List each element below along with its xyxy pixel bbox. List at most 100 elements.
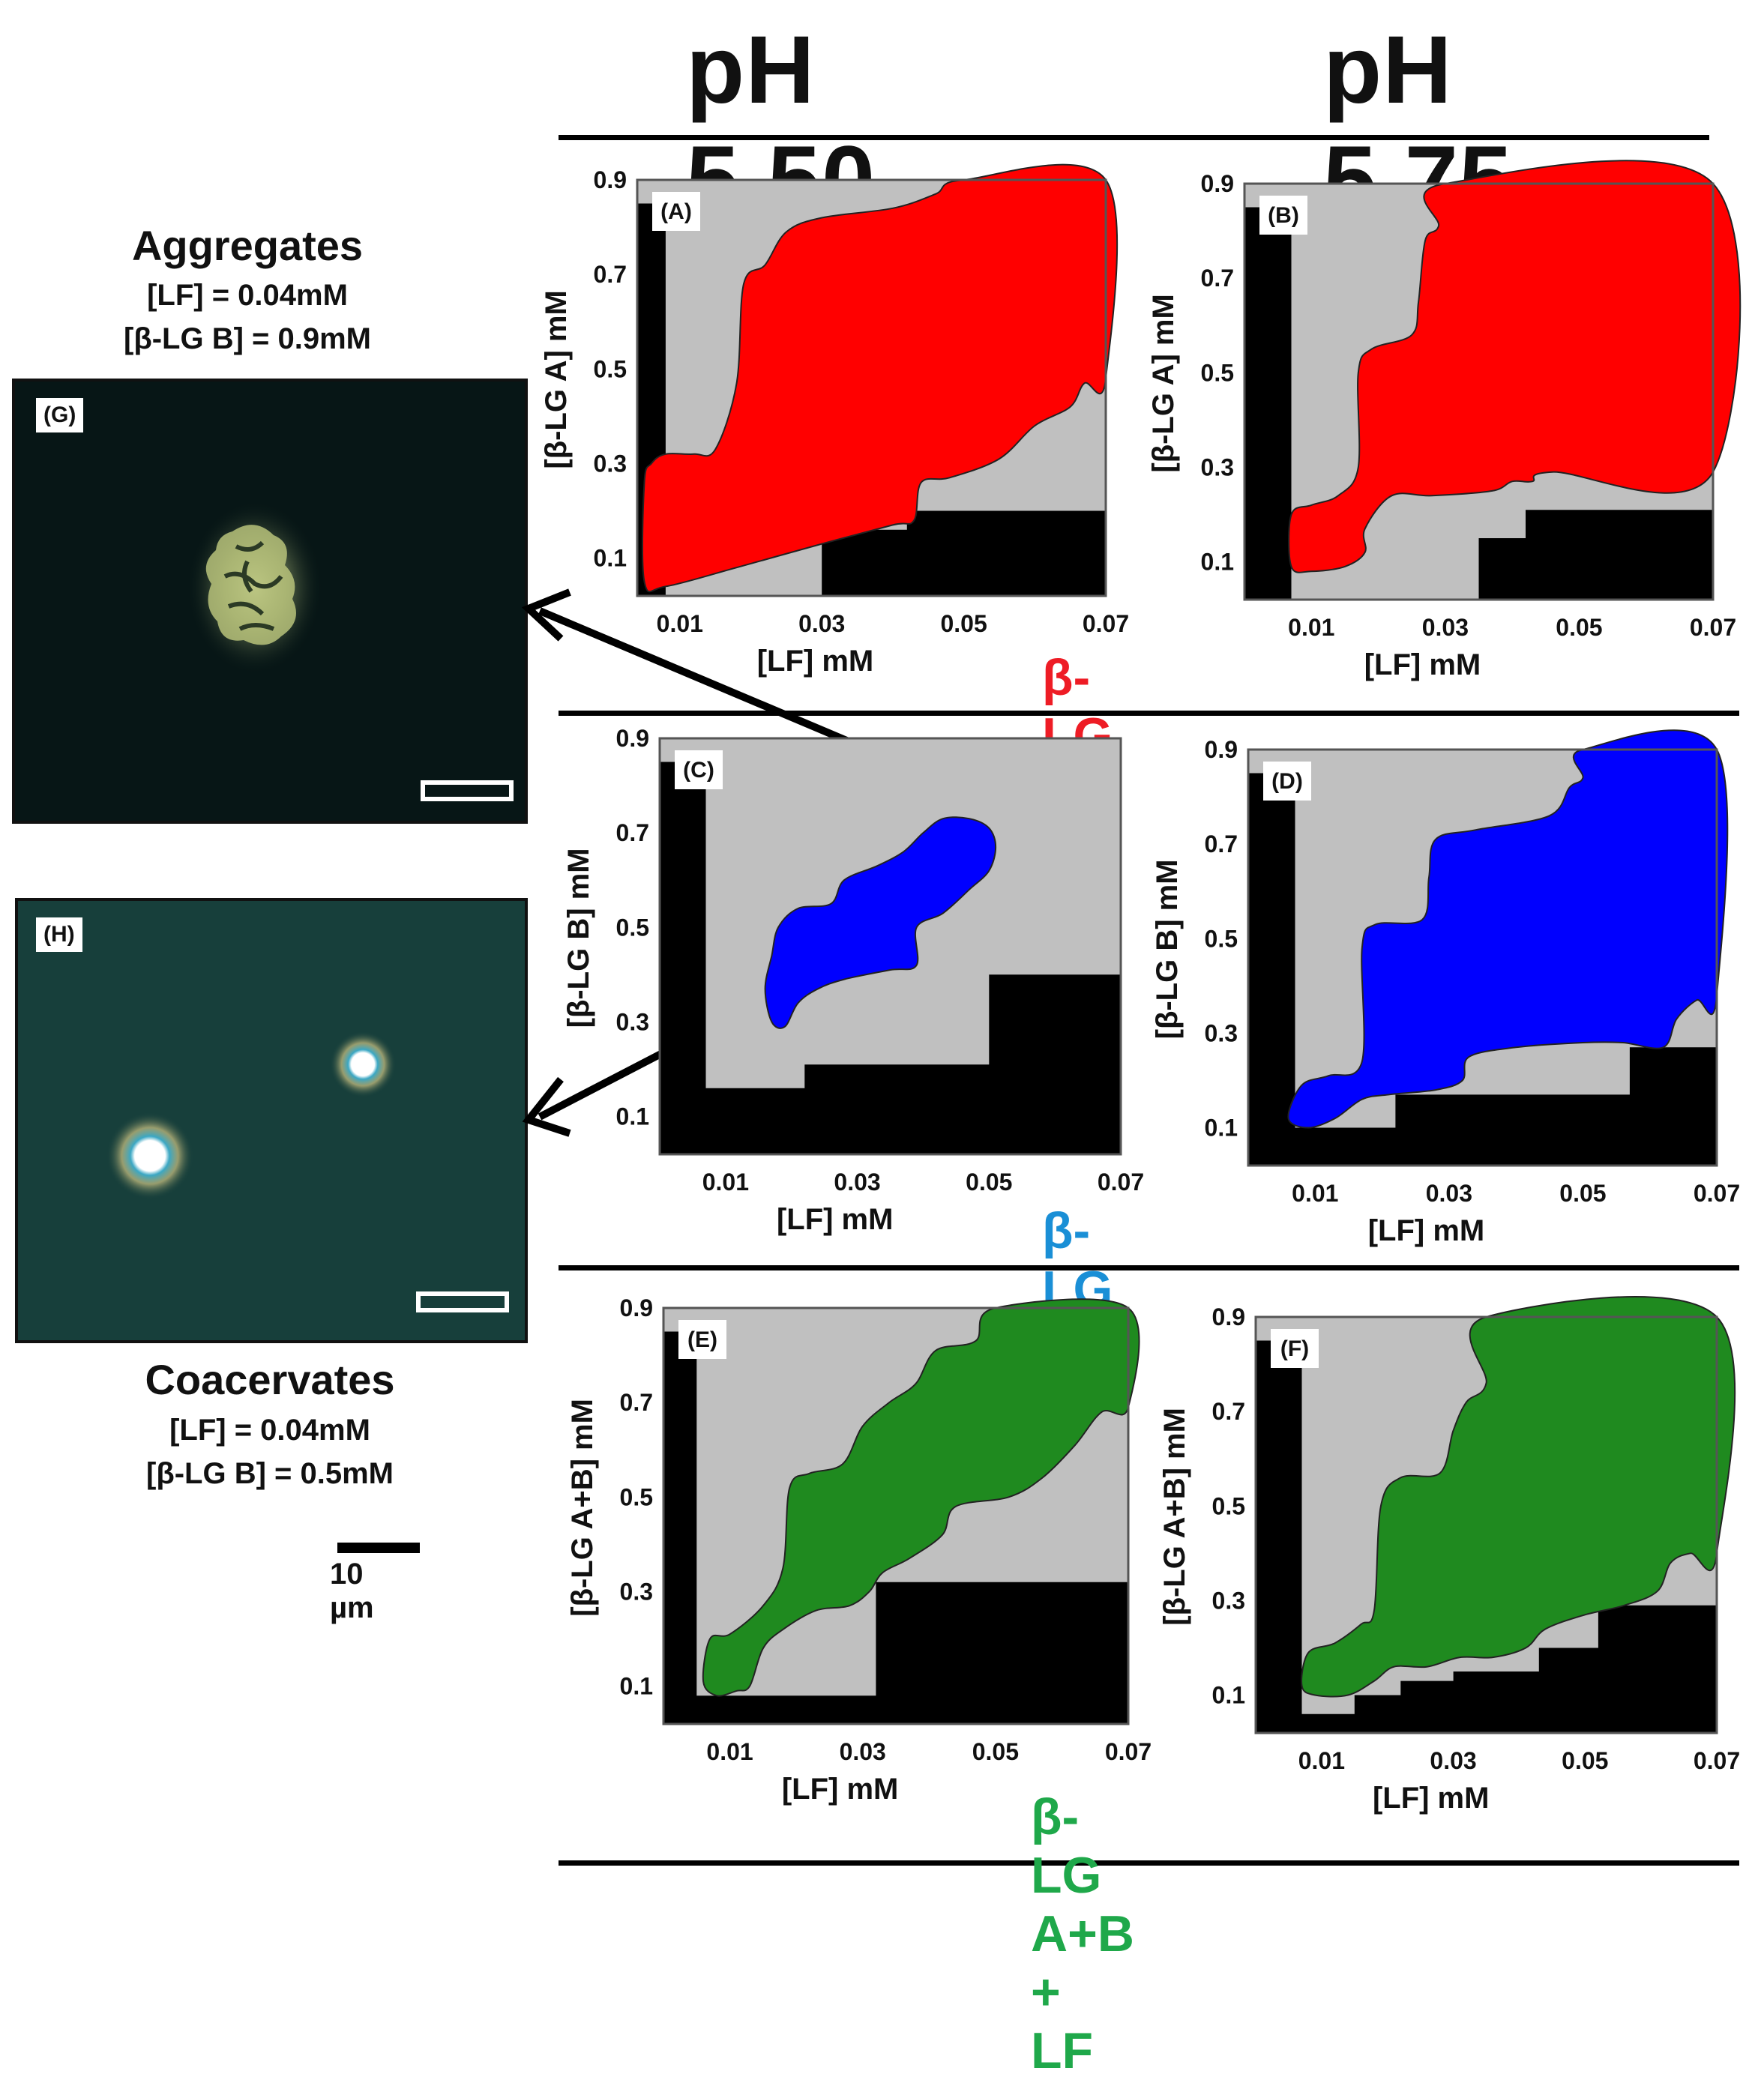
aggregates-title: Aggregates (131, 222, 364, 269)
chart-b-xtick-1: 0.03 (1422, 614, 1469, 641)
chart-d-frame (1247, 748, 1718, 1167)
chart-f-ytick-2: 0.5 (1212, 1492, 1245, 1519)
chart-a-xlabel: [LF] mM (757, 645, 874, 678)
chart-c-ytick-3: 0.7 (616, 819, 649, 846)
chart-b-xtick-0: 0.01 (1288, 614, 1334, 641)
chart-a-ytick-3: 0.7 (594, 261, 627, 288)
chart-d-black-region-1 (1295, 1047, 1717, 1166)
chart-e-black-region-1 (663, 1582, 1128, 1724)
chart-b-black-region-1 (1478, 510, 1713, 600)
chart-a: (A) 0.1 0.3 0.5 0.7 0.9 0.01 0.03 0.05 0.07 [LF] m… (540, 163, 1129, 678)
chart-e-frame (662, 1306, 1130, 1725)
panel-label-g: (G) (36, 398, 84, 432)
scale-bar-label: 10 µm (330, 1558, 374, 1624)
chart-f-xtick-1: 0.03 (1430, 1747, 1476, 1774)
chart-c-ytick-2: 0.5 (616, 914, 649, 941)
coacervates-blg: [β-LG B] = 0.5mM (146, 1457, 394, 1490)
chart-a-ytick-0: 0.1 (594, 545, 627, 572)
chart-d-ytick-4: 0.9 (1205, 736, 1238, 763)
chart-b-frame (1243, 182, 1715, 601)
chart-c-xlabel: [LF] mM (777, 1203, 894, 1236)
chart-f-black-region-0 (1256, 1340, 1302, 1733)
chart-a-ytick-2: 0.5 (594, 355, 627, 382)
phase-diagrams: (A) 0.1 0.3 0.5 0.7 0.9 0.01 0.03 0.05 0.07 [LF] m… (540, 160, 1742, 1815)
chart-e-ytick-3: 0.7 (620, 1389, 653, 1416)
chart-f-ytick-1: 0.3 (1212, 1587, 1245, 1614)
aggregates-blg: [β-LG B] = 0.9mM (124, 322, 371, 355)
chart-a-xtick-2: 0.05 (940, 610, 987, 637)
chart-f-ytick-4: 0.9 (1212, 1303, 1245, 1330)
chart-b-black-region-0 (1244, 207, 1292, 600)
chart-e-ytick-0: 0.1 (620, 1673, 653, 1700)
chart-f-xtick-2: 0.05 (1562, 1747, 1608, 1774)
chart-a-xtick-0: 0.01 (657, 610, 703, 637)
chart-e-black-region-0 (663, 1331, 697, 1724)
chart-d: (D) 0.1 0.3 0.5 0.7 0.9 0.01 0.03 0.05 0.07 [LF] m… (1151, 729, 1740, 1247)
scale-bar (337, 1543, 420, 1553)
chart-b-ytick-2: 0.5 (1201, 359, 1234, 386)
coacervates-lf: [LF] = 0.04mM (169, 1414, 370, 1447)
chart-a-ytick-4: 0.9 (594, 166, 627, 193)
chart-d-black-region-0 (1248, 773, 1295, 1166)
chart-b-ytick-1: 0.3 (1201, 453, 1234, 480)
chart-b-xtick-2: 0.05 (1556, 614, 1602, 641)
coacervates-title: Coacervates (145, 1356, 395, 1403)
rule-row1 (559, 711, 1739, 716)
chart-f-panel-label: (F) (1280, 1336, 1309, 1361)
chart-f-panel-label-bg (1271, 1329, 1319, 1368)
micrograph-aggregates: (G) (12, 379, 528, 824)
rule-row2 (559, 1265, 1739, 1270)
chart-c-black-region-1 (660, 974, 1121, 1154)
chart-e-xlabel: [LF] mM (782, 1773, 899, 1806)
chart-c-ytick-1: 0.3 (616, 1008, 649, 1035)
chart-a-black-region-1 (822, 510, 1106, 596)
chart-a-xtick-1: 0.03 (798, 610, 845, 637)
chart-c-xtick-0: 0.01 (702, 1169, 749, 1196)
chart-f-xlabel: [LF] mM (1373, 1782, 1490, 1815)
chart-a-xtick-3: 0.07 (1083, 610, 1129, 637)
chart-e-xtick-2: 0.05 (972, 1738, 1019, 1765)
chart-d-xlabel: [LF] mM (1368, 1214, 1485, 1247)
chart-d-ytick-0: 0.1 (1205, 1115, 1238, 1142)
chart-c: (C) 0.1 0.3 0.5 0.7 0.9 0.01 0.03 0.05 0.07 [LF] m… (562, 725, 1144, 1236)
chart-a-frame (636, 178, 1107, 597)
chart-e-xtick-1: 0.03 (840, 1738, 886, 1765)
chart-f-coacervate-region (1301, 1296, 1736, 1698)
chart-b-panel-label-bg (1259, 196, 1307, 235)
chart-a-ylabel: [β-LG A] mM (540, 290, 573, 468)
chart-d-xtick-2: 0.05 (1559, 1180, 1606, 1207)
chart-a-ytick-1: 0.3 (594, 450, 627, 477)
chart-d-ytick-1: 0.3 (1205, 1019, 1238, 1046)
chart-c-ytick-0: 0.1 (616, 1103, 649, 1130)
chart-b-ylabel: [β-LG A] mM (1147, 294, 1180, 472)
chart-f-black-region-1 (1301, 1605, 1717, 1733)
chart-c-panel-label-bg (675, 750, 723, 789)
chart-d-ylabel: [β-LG B] mM (1151, 859, 1184, 1039)
chart-b-xtick-3: 0.07 (1690, 614, 1736, 641)
chart-f-ylabel: [β-LG A+B] mM (1158, 1408, 1191, 1626)
chart-f-xtick-0: 0.01 (1298, 1747, 1345, 1774)
chart-f-frame (1254, 1315, 1718, 1734)
chart-d-xtick-1: 0.03 (1426, 1180, 1472, 1207)
chart-c-panel-label: (C) (683, 758, 714, 783)
chart-d-panel-label: (D) (1271, 769, 1303, 794)
chart-f: (F) 0.1 0.3 0.5 0.7 0.9 0.01 0.03 0.05 0.07 [LF] m… (1158, 1296, 1740, 1815)
panel-label-h: (H) (36, 917, 82, 952)
chart-e: (E) 0.1 0.3 0.5 0.7 0.9 0.01 0.03 0.05 0.07 [LF] m… (566, 1294, 1152, 1806)
chart-d-xtick-3: 0.07 (1694, 1180, 1740, 1207)
chart-e-xtick-3: 0.07 (1105, 1738, 1152, 1765)
chart-e-xtick-0: 0.01 (706, 1738, 753, 1765)
chart-e-coacervate-region (702, 1298, 1140, 1697)
chart-d-ytick-3: 0.7 (1205, 831, 1238, 857)
chart-b-panel-label: (B) (1268, 203, 1299, 228)
chart-a-panel-label: (A) (660, 199, 692, 224)
chart-c-xtick-3: 0.07 (1098, 1169, 1144, 1196)
chart-e-panel-label: (E) (687, 1327, 717, 1352)
chart-c-coacervate-region (764, 816, 997, 1029)
chart-c-ytick-4: 0.9 (616, 725, 649, 752)
chart-c-xtick-1: 0.03 (834, 1169, 880, 1196)
chart-f-ytick-3: 0.7 (1212, 1398, 1245, 1425)
chart-b-ytick-0: 0.1 (1201, 549, 1234, 576)
rule-row3 (559, 1860, 1739, 1866)
chart-a-panel-label-bg (652, 192, 700, 231)
